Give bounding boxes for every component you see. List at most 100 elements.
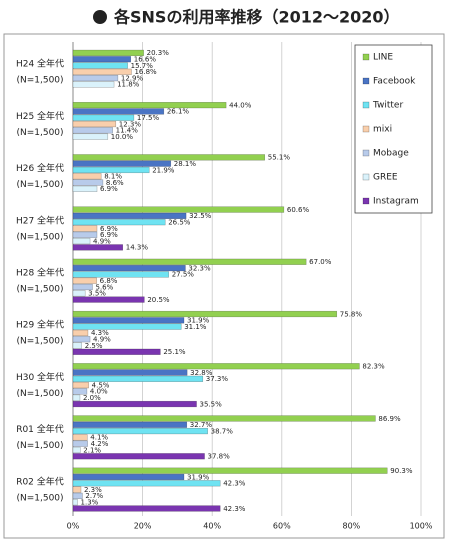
value-label: 15.7% (131, 62, 154, 70)
value-label: 12.9% (121, 74, 144, 82)
bar (72, 179, 104, 186)
value-label: 2.1% (83, 446, 101, 454)
bar (72, 467, 388, 474)
value-label: 20.5% (147, 296, 170, 304)
bar (72, 492, 83, 499)
bar (72, 166, 150, 174)
value-label: 32.8% (190, 369, 213, 377)
value-label: 11.4% (116, 127, 139, 135)
value-label: 10.0% (111, 133, 134, 141)
bar (72, 480, 221, 487)
category-sublabel: (N=1,500) (16, 441, 63, 451)
bar (72, 486, 82, 493)
bar (72, 290, 86, 297)
value-label: 4.9% (93, 336, 111, 344)
legend-swatch (362, 173, 370, 181)
value-label: 16.6% (134, 56, 157, 64)
bar (72, 114, 135, 121)
category-label: H28 全年代 (16, 267, 64, 279)
legend-swatch (362, 53, 370, 61)
bar (72, 388, 88, 395)
bar (72, 421, 188, 428)
value-label: 28.1% (174, 160, 197, 168)
value-label: 5.6% (95, 283, 113, 291)
value-label: 6.9% (100, 185, 118, 193)
legend-swatch (362, 125, 370, 133)
category-sublabel: (N=1,500) (16, 493, 63, 503)
category-label: H27 全年代 (16, 214, 64, 226)
x-tick-label: 60% (273, 522, 291, 531)
bar (72, 81, 115, 88)
value-label: 2.7% (85, 492, 103, 500)
legend-label: Instagram (373, 197, 419, 207)
category-label: R02 全年代 (16, 475, 64, 487)
bar (72, 400, 197, 408)
bar (72, 434, 88, 441)
category-label: H29 全年代 (16, 319, 64, 331)
value-label: 17.5% (137, 114, 160, 122)
x-tick-label: 0% (67, 522, 80, 531)
value-label: 20.3% (147, 49, 170, 57)
value-label: 26.1% (167, 108, 190, 116)
bar (72, 440, 88, 447)
bar (72, 363, 360, 370)
bar (72, 329, 89, 337)
bar (72, 369, 188, 376)
value-label: 2.0% (83, 394, 101, 402)
value-label: 2.3% (84, 486, 102, 494)
bar (72, 336, 91, 343)
chart-title: 各SNSの利用率推移（2012～2020） (113, 8, 400, 27)
legend-label: mixi (373, 125, 392, 135)
x-tick-label: 80% (343, 522, 361, 531)
value-label: 32.7% (190, 421, 213, 429)
value-label: 42.3% (223, 505, 246, 513)
value-label: 32.5% (189, 212, 212, 220)
value-label: 12.3% (119, 120, 142, 128)
value-label: 2.5% (85, 342, 103, 350)
value-label: 6.9% (100, 231, 118, 239)
bar (72, 49, 144, 57)
value-label: 4.2% (91, 440, 109, 448)
value-label: 11.8% (117, 81, 140, 89)
title-bullet (93, 10, 107, 24)
bar (72, 231, 98, 238)
bar (72, 394, 81, 401)
value-label: 1.3% (81, 498, 99, 506)
bar (72, 237, 91, 245)
value-label: 38.7% (211, 427, 234, 435)
bar (72, 499, 78, 506)
legend-label: GREE (373, 173, 398, 183)
value-label: 4.1% (90, 434, 108, 442)
bar (72, 206, 285, 213)
category-sublabel: (N=1,500) (16, 337, 63, 347)
value-label: 37.3% (206, 375, 229, 383)
value-label: 31.9% (187, 473, 210, 481)
value-label: 4.3% (91, 329, 109, 337)
legend-swatch (362, 197, 370, 205)
bar (72, 258, 307, 265)
category-label: H30 全年代 (16, 371, 64, 383)
category-label: H24 全年代 (16, 58, 64, 70)
bar (72, 173, 102, 180)
value-label: 3.5% (88, 290, 106, 298)
x-tick-label: 40% (203, 522, 221, 531)
category-sublabel: (N=1,500) (16, 76, 63, 86)
bar (72, 127, 113, 134)
legend-swatch (362, 149, 370, 157)
value-label: 31.1% (184, 323, 207, 331)
bar (72, 427, 208, 435)
legend-label: LINE (373, 53, 393, 63)
bar (72, 415, 376, 422)
bar (72, 473, 185, 481)
bar (72, 212, 187, 219)
value-label: 4.5% (92, 381, 110, 389)
bar (72, 265, 186, 272)
bar (72, 75, 119, 82)
bar (72, 446, 81, 454)
legend-swatch (362, 77, 370, 85)
bar (72, 185, 98, 192)
bar (72, 317, 185, 324)
bar (72, 310, 338, 318)
bar (72, 348, 161, 355)
category-sublabel: (N=1,500) (16, 232, 63, 242)
